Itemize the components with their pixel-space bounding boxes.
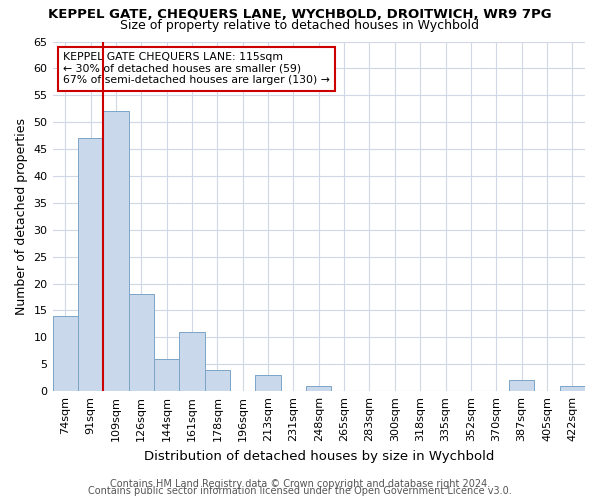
Text: KEPPEL GATE CHEQUERS LANE: 115sqm
← 30% of detached houses are smaller (59)
67% : KEPPEL GATE CHEQUERS LANE: 115sqm ← 30% … bbox=[63, 52, 330, 85]
Bar bbox=[128, 294, 154, 391]
Bar bbox=[53, 316, 78, 391]
Bar bbox=[154, 359, 179, 391]
Y-axis label: Number of detached properties: Number of detached properties bbox=[15, 118, 28, 315]
Bar bbox=[78, 138, 103, 391]
Bar bbox=[205, 370, 230, 391]
Bar bbox=[103, 112, 128, 391]
Text: Contains public sector information licensed under the Open Government Licence v3: Contains public sector information licen… bbox=[88, 486, 512, 496]
Bar bbox=[179, 332, 205, 391]
Text: KEPPEL GATE, CHEQUERS LANE, WYCHBOLD, DROITWICH, WR9 7PG: KEPPEL GATE, CHEQUERS LANE, WYCHBOLD, DR… bbox=[48, 8, 552, 20]
Bar bbox=[256, 375, 281, 391]
Bar bbox=[306, 386, 331, 391]
Text: Size of property relative to detached houses in Wychbold: Size of property relative to detached ho… bbox=[121, 19, 479, 32]
Bar bbox=[560, 386, 585, 391]
X-axis label: Distribution of detached houses by size in Wychbold: Distribution of detached houses by size … bbox=[143, 450, 494, 462]
Text: Contains HM Land Registry data © Crown copyright and database right 2024.: Contains HM Land Registry data © Crown c… bbox=[110, 479, 490, 489]
Bar bbox=[509, 380, 534, 391]
